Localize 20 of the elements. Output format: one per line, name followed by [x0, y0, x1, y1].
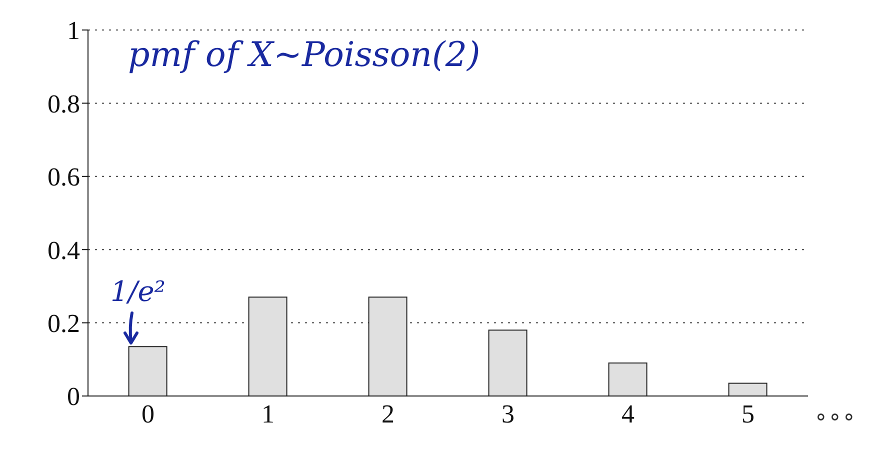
- y-tick-label: 0.4: [48, 236, 80, 265]
- bar: [608, 362, 648, 396]
- x-tick-label: 0: [142, 399, 154, 428]
- bar: [248, 296, 288, 396]
- chart-title: pmf of X~Poisson(2): [128, 35, 480, 75]
- x-tick-label: 1: [262, 399, 274, 428]
- x-tick-label: 4: [622, 399, 634, 428]
- bar: [128, 346, 168, 396]
- text: ∘∘∘: [814, 404, 856, 430]
- annotation: 1/e²: [109, 274, 167, 308]
- x-tick-label: 5: [742, 399, 754, 428]
- y-tick-label: 0.8: [48, 89, 80, 118]
- bar: [488, 330, 528, 396]
- x-tick-label: 2: [382, 399, 394, 428]
- bar: [728, 382, 768, 396]
- x-tick-label: 3: [502, 399, 514, 428]
- y-tick-label: 1: [67, 16, 80, 46]
- bar: [368, 296, 408, 396]
- y-tick-label: 0.2: [48, 309, 80, 338]
- y-tick-label: 0.6: [48, 162, 80, 192]
